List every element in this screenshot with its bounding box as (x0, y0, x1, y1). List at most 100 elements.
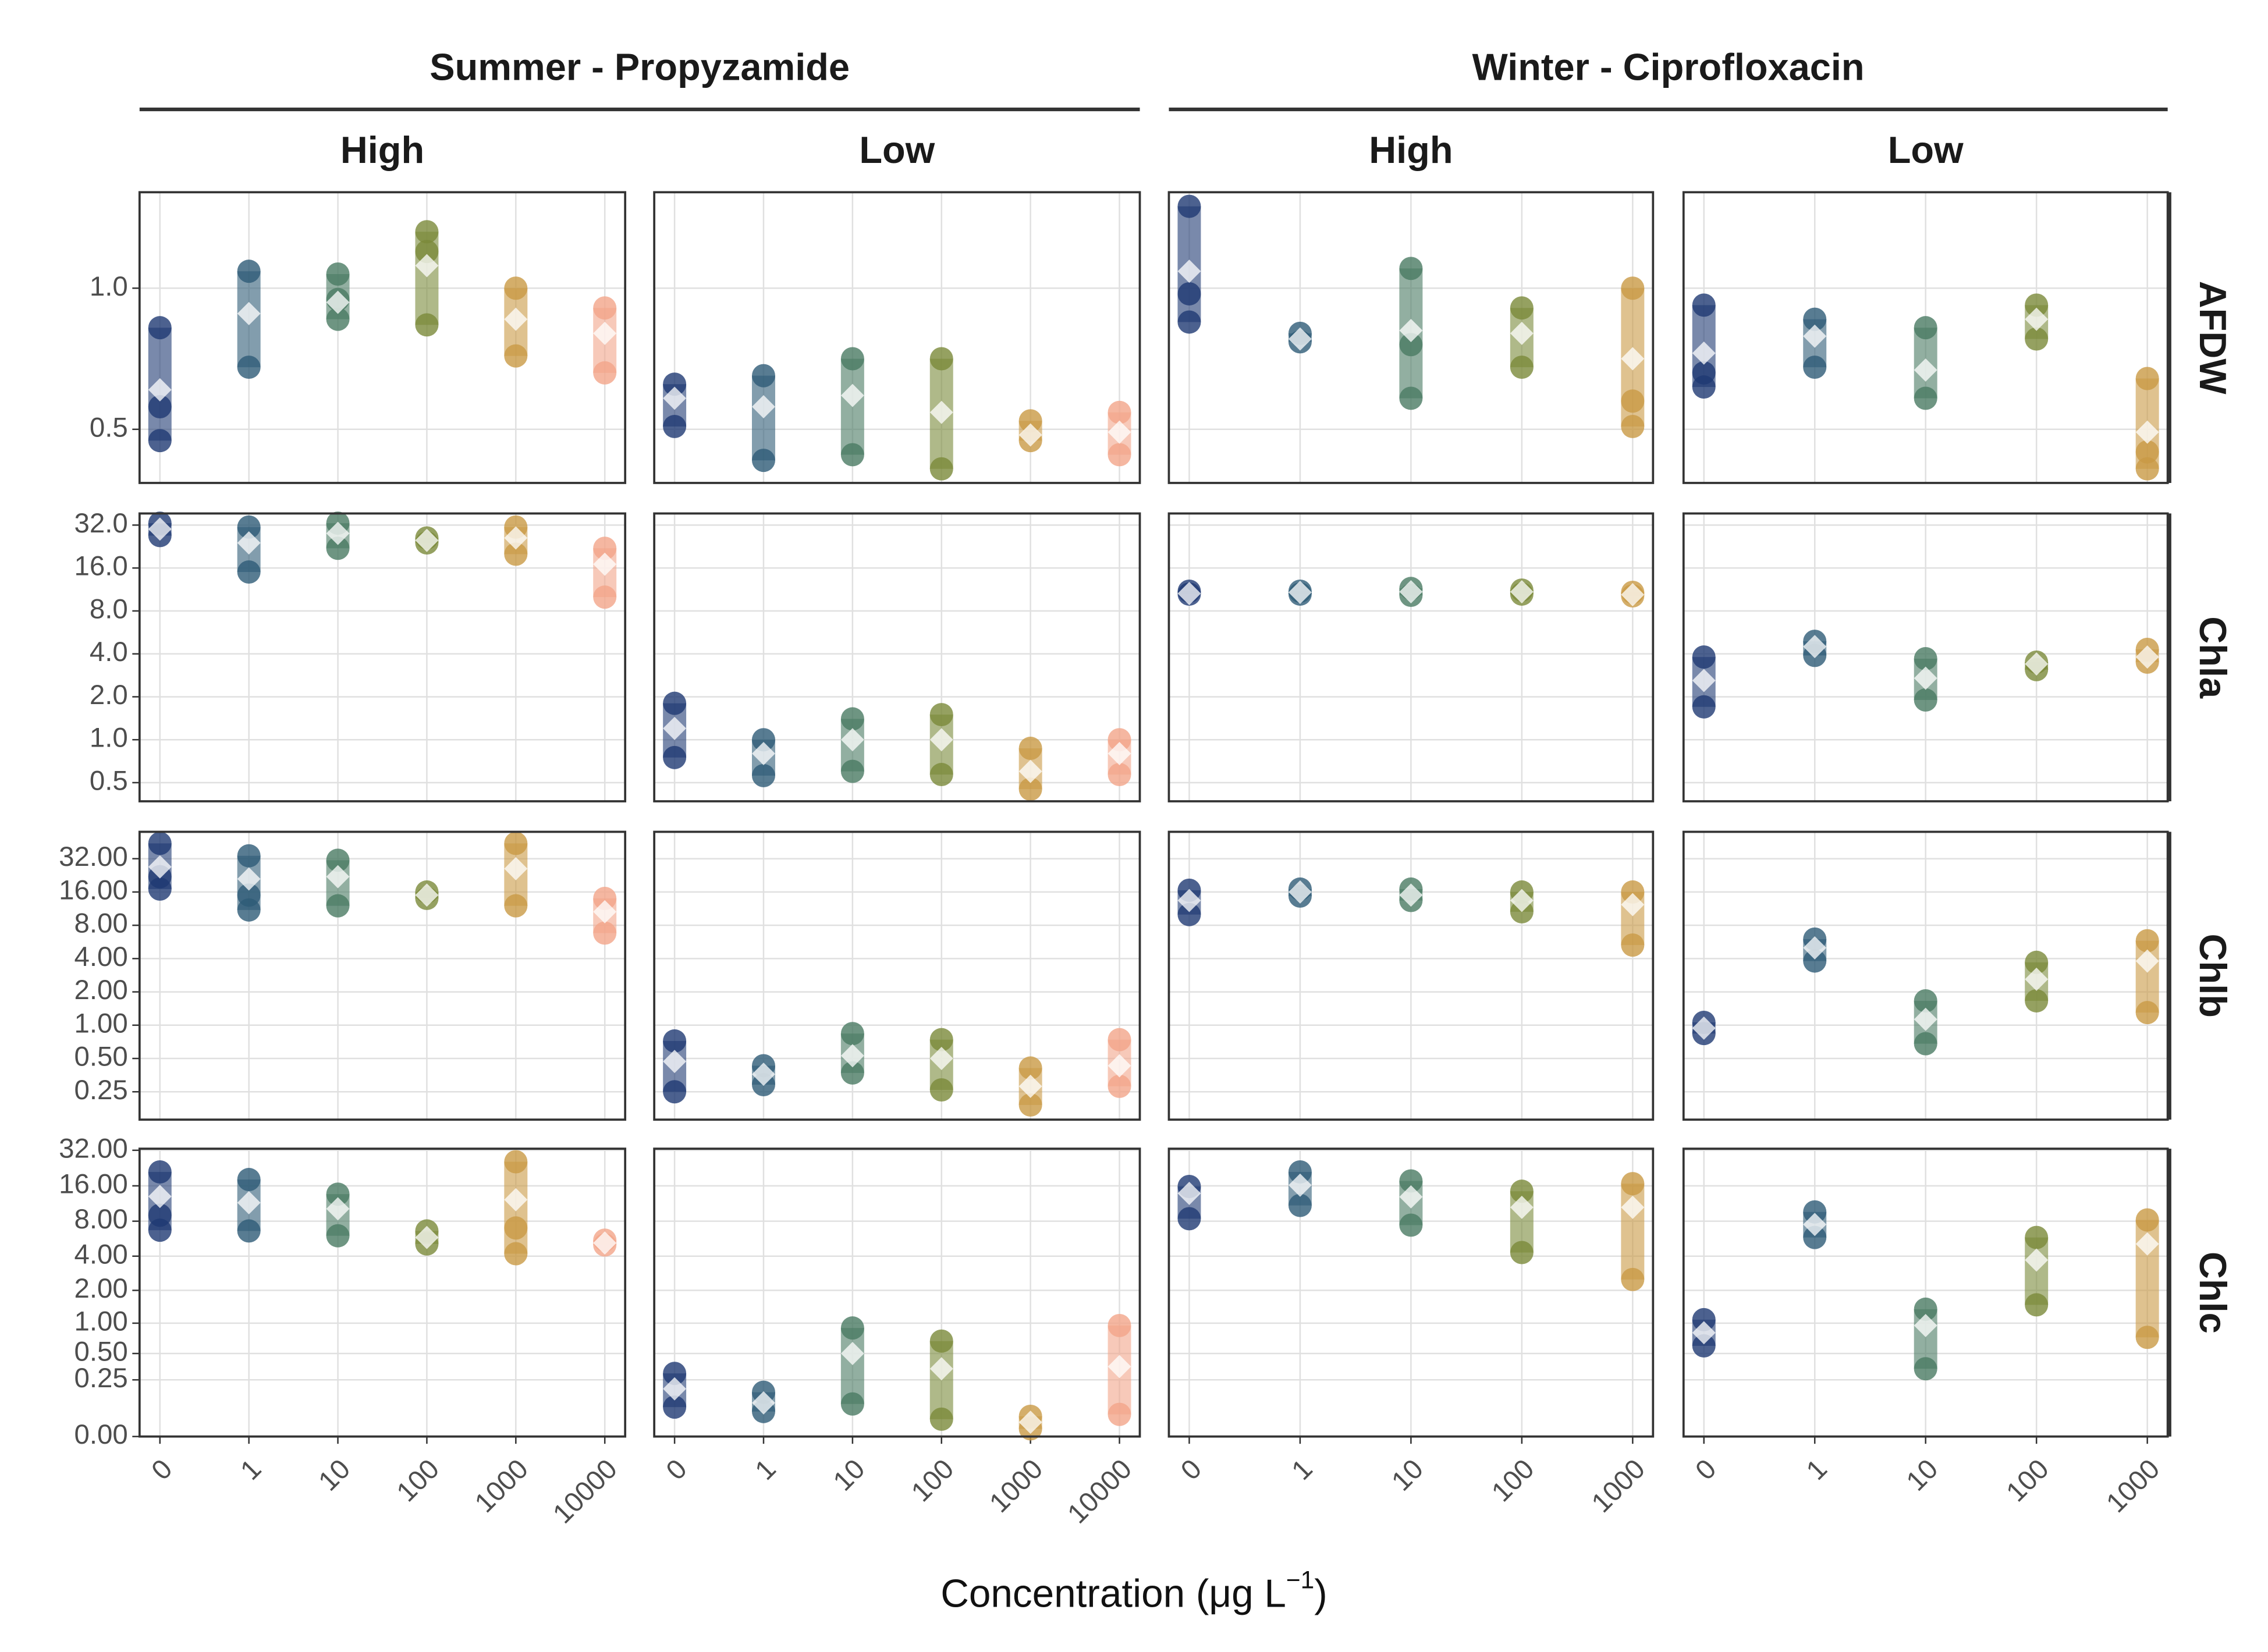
mean-diamond (504, 857, 528, 880)
mean-diamond (1018, 423, 1042, 447)
mean-diamond (1177, 260, 1201, 283)
y-tick-label: 0.25 (74, 1363, 127, 1394)
panel-background (139, 192, 626, 483)
column-header: High (1369, 129, 1453, 171)
panel-border (1167, 191, 1655, 484)
mean-diamond (1621, 583, 1645, 606)
point (840, 443, 864, 467)
mean-diamond (1399, 319, 1423, 343)
mean-diamond (593, 1231, 617, 1255)
point (1914, 688, 1937, 712)
mean-diamond (504, 1188, 528, 1212)
panel-border (1167, 512, 1655, 802)
point (504, 542, 528, 566)
mean-diamond (1108, 1054, 1131, 1078)
point (1108, 1313, 1131, 1337)
y-tick-label: 1.0 (90, 271, 128, 302)
point (504, 276, 528, 300)
panel-border (1682, 1147, 2169, 1438)
point (1914, 316, 1937, 340)
mean-diamond (415, 528, 439, 552)
point (663, 1029, 687, 1053)
mean-diamond (752, 1063, 775, 1086)
point (840, 1316, 864, 1340)
point (2135, 929, 2159, 953)
mean-diamond (929, 1047, 953, 1071)
point (1108, 443, 1131, 467)
panel-border (1682, 191, 2169, 484)
point (1914, 646, 1937, 670)
point (237, 1219, 261, 1243)
y-tick-label: 0.00 (74, 1419, 127, 1450)
point (1108, 400, 1131, 424)
mean-diamond (1399, 883, 1423, 907)
panel-background (654, 1149, 1140, 1437)
point (2025, 1225, 2049, 1249)
mean-diamond (1914, 666, 1937, 690)
panel-border (138, 191, 627, 484)
mean-diamond (929, 728, 953, 752)
mean-diamond (415, 254, 439, 278)
y-tick-label: 8.00 (74, 908, 127, 939)
mean-diamond (663, 1377, 687, 1401)
y-tick-label: 0.5 (90, 766, 128, 797)
point (663, 372, 687, 396)
point (929, 763, 953, 787)
column-header: Low (859, 129, 935, 171)
point (1621, 1267, 1645, 1291)
panel-border (138, 1147, 627, 1438)
panel-border (653, 830, 1141, 1121)
point (1177, 1207, 1201, 1231)
point (326, 894, 350, 918)
point (593, 537, 617, 560)
row-label: Chla (2192, 616, 2234, 699)
point (2025, 327, 2049, 351)
point (237, 1168, 261, 1192)
mean-diamond (1621, 347, 1645, 371)
point (1692, 645, 1716, 669)
x-axis-label: Concentration (μg L−1) (940, 1566, 1328, 1616)
point (593, 585, 617, 609)
mean-diamond (326, 290, 350, 314)
y-tick-label: 2.00 (74, 975, 127, 1006)
y-tick-label: 32.0 (74, 508, 127, 539)
point (148, 832, 172, 855)
point (1803, 307, 1827, 331)
point (148, 1203, 172, 1227)
y-tick-label: 8.0 (90, 594, 128, 624)
y-tick-label: 16.00 (59, 875, 128, 905)
point (1108, 1074, 1131, 1098)
point (840, 1022, 864, 1046)
point (1018, 1056, 1042, 1080)
mean-diamond (1692, 1016, 1716, 1040)
point (1803, 356, 1827, 379)
mean-diamond (1803, 936, 1827, 960)
point (1914, 1032, 1937, 1056)
point (1692, 695, 1716, 719)
y-tick-label: 1.0 (90, 723, 128, 754)
mean-diamond (929, 400, 953, 424)
mean-diamond (663, 386, 687, 410)
mean-diamond (504, 307, 528, 331)
point (1177, 903, 1201, 926)
point (504, 894, 528, 918)
panel-border (138, 512, 627, 802)
point (1510, 1241, 1534, 1264)
mean-diamond (1018, 759, 1042, 783)
point (2025, 1293, 2049, 1317)
point (1692, 293, 1716, 317)
point (1621, 414, 1645, 438)
panel-border (1682, 830, 2169, 1121)
mean-diamond (1692, 669, 1716, 692)
point (504, 832, 528, 855)
panel-border (653, 512, 1141, 802)
y-tick-label: 1.00 (74, 1306, 127, 1337)
point (593, 886, 617, 910)
mean-diamond (663, 1050, 687, 1074)
point (1177, 282, 1201, 305)
mean-diamond (1914, 358, 1937, 382)
mean-diamond (1914, 1007, 1937, 1031)
point (237, 356, 261, 379)
group-title: Summer - Propyzamide (430, 46, 850, 88)
panel-border (1167, 1147, 1655, 1438)
